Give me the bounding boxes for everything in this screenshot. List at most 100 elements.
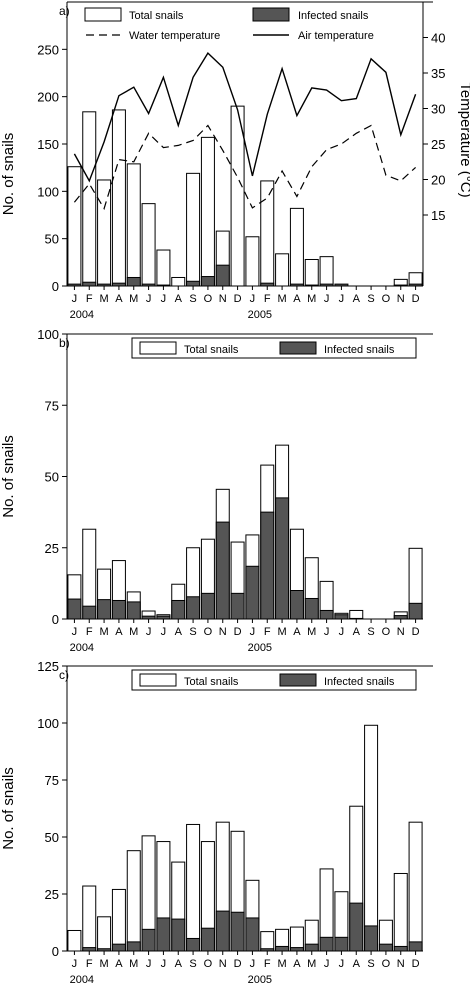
bar-total xyxy=(82,528,97,620)
x-tick-label: M xyxy=(99,958,108,970)
bar-total xyxy=(186,823,201,952)
bar-total xyxy=(82,111,97,287)
x-tick-label: N xyxy=(397,293,405,305)
bar-infected xyxy=(304,943,319,952)
x-tick-label: J xyxy=(146,293,152,305)
x-tick-label: F xyxy=(264,958,271,970)
bar-infected xyxy=(289,947,304,952)
bar-infected xyxy=(97,283,112,287)
x-tick-label: A xyxy=(115,626,123,638)
y-tick-label: 0 xyxy=(52,612,59,627)
x-tick-label: J xyxy=(250,958,256,970)
bar-infected xyxy=(334,283,349,287)
x-tick-label: M xyxy=(99,626,108,638)
y2-tick-label: 25 xyxy=(431,137,445,152)
x-tick-label: S xyxy=(367,958,374,970)
bar-total xyxy=(126,163,141,287)
bar-total xyxy=(141,203,156,287)
y-tick-label: 125 xyxy=(37,659,59,674)
x-tick-label: O xyxy=(382,958,391,970)
x-tick-label: S xyxy=(189,626,196,638)
x-tick-label: A xyxy=(115,958,123,970)
panel-label: c) xyxy=(59,668,69,682)
x-tick-label: F xyxy=(264,293,271,305)
x-tick-label: A xyxy=(293,626,301,638)
bar-infected xyxy=(334,614,349,620)
bar-infected xyxy=(319,283,334,287)
y-tick-label: 75 xyxy=(45,773,59,788)
x-tick-label: A xyxy=(175,958,183,970)
bar-infected xyxy=(126,941,141,952)
legend-swatch-infected xyxy=(279,341,317,355)
x-tick-label: M xyxy=(307,626,316,638)
bar-total xyxy=(364,724,379,952)
x-tick-label: M xyxy=(307,293,316,305)
bar-total xyxy=(289,207,304,287)
x-tick-label: F xyxy=(86,626,93,638)
x-tick-label: J xyxy=(161,626,167,638)
bar-total xyxy=(67,929,82,952)
x-tick-label: N xyxy=(397,626,405,638)
bar-total xyxy=(245,236,260,287)
bar-total xyxy=(97,179,112,287)
bar-infected xyxy=(82,605,97,620)
bar-infected xyxy=(200,592,215,620)
bar-total xyxy=(393,872,408,952)
year-label: 2004 xyxy=(70,309,94,321)
x-tick-label: D xyxy=(234,626,242,638)
bar-infected xyxy=(141,615,156,620)
x-tick-label: J xyxy=(324,293,330,305)
x-tick-label: J xyxy=(324,626,330,638)
x-tick-label: A xyxy=(175,293,183,305)
line-water-temperature xyxy=(73,124,417,211)
x-tick-label: J xyxy=(339,958,345,970)
x-tick-label: N xyxy=(219,626,227,638)
x-tick-label: A xyxy=(293,958,301,970)
bar-infected xyxy=(275,497,290,620)
x-tick-label: J xyxy=(339,293,345,305)
y-tick-label: 50 xyxy=(45,830,59,845)
bar-infected xyxy=(319,936,334,952)
bar-total xyxy=(260,931,275,952)
x-tick-label: J xyxy=(339,626,345,638)
legend: Total snails Infected snails xyxy=(131,337,417,359)
x-tick-label: O xyxy=(382,626,391,638)
bar-infected xyxy=(230,592,245,620)
bar-infected xyxy=(334,936,349,952)
bar-infected xyxy=(349,902,364,952)
y-tick-label: 75 xyxy=(45,398,59,413)
y2-tick-label: 20 xyxy=(431,173,445,188)
bar-infected xyxy=(275,945,290,952)
y-tick-label: 200 xyxy=(37,90,59,105)
x-tick-label: M xyxy=(277,626,286,638)
x-tick-label: M xyxy=(99,293,108,305)
x-tick-label: D xyxy=(412,293,420,305)
bar-infected xyxy=(230,911,245,952)
legend: Total snails Infected snails xyxy=(131,669,417,691)
x-tick-label: M xyxy=(307,958,316,970)
bar-infected xyxy=(408,941,423,952)
x-tick-label: A xyxy=(353,958,361,970)
x-tick-label: N xyxy=(219,958,227,970)
x-tick-label: M xyxy=(129,293,138,305)
bar-total xyxy=(126,850,141,952)
x-tick-label: J xyxy=(324,958,330,970)
bar-infected xyxy=(200,276,215,287)
line-air-temperature xyxy=(73,51,417,183)
legend-swatch-total xyxy=(139,673,177,687)
bar-infected xyxy=(304,597,319,620)
x-tick-label: A xyxy=(175,626,183,638)
bar-infected xyxy=(215,264,230,287)
x-tick-label: S xyxy=(367,626,374,638)
legend-swatch-total xyxy=(139,341,177,355)
year-label: 2004 xyxy=(70,642,94,654)
x-tick-label: A xyxy=(115,293,123,305)
bar-infected xyxy=(97,948,112,952)
bar-infected xyxy=(304,284,319,287)
bar-infected xyxy=(364,925,379,952)
x-tick-label: F xyxy=(86,958,93,970)
y-tick-label: 50 xyxy=(45,470,59,485)
y-axis-label: No. of snails xyxy=(0,133,17,216)
